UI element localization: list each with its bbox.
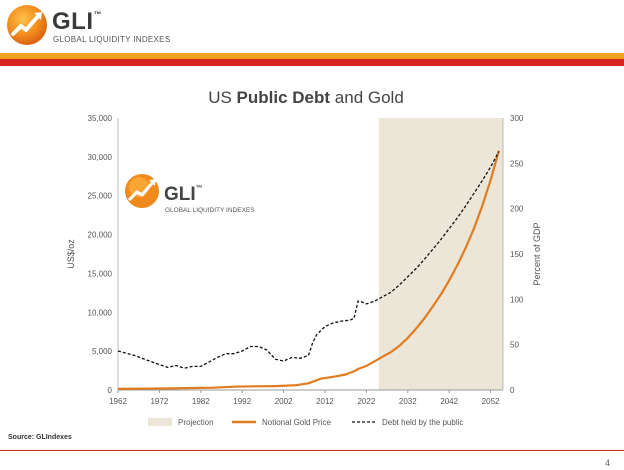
legend-swatch-projection	[148, 418, 172, 426]
right-axis-label: Percent of GDP	[532, 222, 542, 285]
x-tick-label: 2032	[399, 397, 417, 406]
right-tick-label: 150	[510, 250, 524, 259]
right-tick-label: 100	[510, 295, 524, 304]
watermark-subtitle: GLOBAL LIQUIDITY INDEXES	[165, 207, 255, 214]
chart-title: US Public Debt and Gold	[208, 88, 404, 107]
x-tick-label: 1972	[150, 397, 168, 406]
projection-shade	[378, 118, 503, 390]
right-tick-label: 300	[510, 114, 524, 123]
x-tick-label: 2002	[275, 397, 293, 406]
x-tick-label: 1992	[233, 397, 251, 406]
gli-logo-icon	[7, 5, 47, 45]
series-line-notional-gold-price	[117, 150, 500, 390]
legend: Projection Notional Gold Price Debt held…	[148, 418, 463, 427]
right-tick-label: 50	[510, 341, 519, 350]
legend-label-projection: Projection	[178, 418, 214, 427]
legend-label-debt: Debt held by the public	[382, 418, 463, 427]
right-axis-ticks: 0 50 100 150 200 250 300	[510, 114, 524, 395]
header-band-red	[0, 59, 624, 66]
left-tick-label: 15,000	[88, 269, 113, 278]
x-tick-label: 2052	[482, 397, 500, 406]
x-tick-label: 2042	[440, 397, 458, 406]
logo-title: GLI™	[52, 8, 102, 35]
logo-subtitle: GLOBAL LIQUIDITY INDEXES	[53, 35, 171, 44]
chart: US Public Debt and Gold 0 5,000 10,000 15,0…	[66, 88, 542, 427]
left-tick-label: 30,000	[88, 153, 113, 162]
x-tick-label: 2012	[316, 397, 334, 406]
legend-label-gold: Notional Gold Price	[262, 418, 331, 427]
x-tick-label: 2022	[357, 397, 375, 406]
x-tick-label: 1962	[109, 397, 127, 406]
header: GLI™ GLOBAL LIQUIDITY INDEXES	[0, 0, 624, 52]
x-tick-label: 1982	[192, 397, 210, 406]
left-tick-label: 20,000	[88, 231, 113, 240]
right-tick-label: 200	[510, 205, 524, 214]
watermark-logo: GLI™ GLOBAL LIQUIDITY INDEXES	[125, 174, 255, 214]
left-tick-label: 0	[108, 386, 113, 395]
left-tick-label: 35,000	[88, 114, 113, 123]
header-band-orange	[0, 53, 624, 59]
right-tick-label: 250	[510, 159, 524, 168]
x-axis-ticks: 1962 1972 1982 1992 2002 2012 2022 2032 2042 2052	[109, 390, 500, 406]
left-tick-label: 25,000	[88, 192, 113, 201]
watermark-title: GLI™	[164, 184, 203, 205]
page-number: 4	[604, 458, 610, 468]
right-tick-label: 0	[510, 386, 515, 395]
source-note: Source: GLIndexes	[8, 434, 72, 441]
left-axis-ticks: 0 5,000 10,000 15,000 20,000 25,000 30,000 35,0…	[88, 114, 113, 395]
left-axis-label: US$/oz	[66, 239, 76, 269]
left-tick-label: 5,000	[92, 347, 113, 356]
footer-divider	[0, 450, 624, 451]
left-tick-label: 10,000	[88, 308, 113, 317]
